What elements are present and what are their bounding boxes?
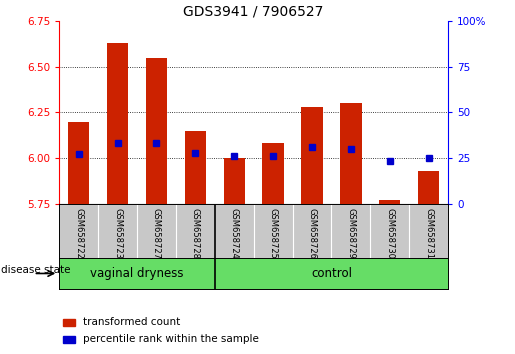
Bar	[184, 131, 206, 204]
Text: GSM658730: GSM658730	[385, 208, 394, 259]
Bar	[63, 319, 75, 326]
Text: transformed count: transformed count	[82, 317, 180, 327]
Bar	[146, 58, 167, 204]
Text: vaginal dryness: vaginal dryness	[90, 267, 184, 280]
Bar	[340, 103, 362, 204]
Bar	[63, 336, 75, 343]
Text: GSM658731: GSM658731	[424, 208, 433, 259]
Text: GSM658729: GSM658729	[347, 208, 355, 259]
Bar	[68, 121, 90, 204]
Bar	[301, 107, 323, 204]
Text: GSM658728: GSM658728	[191, 208, 200, 259]
Bar	[224, 158, 245, 204]
Bar	[379, 200, 401, 204]
Bar	[418, 171, 439, 204]
Text: GSM658723: GSM658723	[113, 208, 122, 259]
Bar	[107, 43, 128, 204]
Title: GDS3941 / 7906527: GDS3941 / 7906527	[183, 5, 324, 19]
Bar	[262, 143, 284, 204]
Text: disease state: disease state	[1, 265, 71, 275]
Text: GSM658726: GSM658726	[307, 208, 316, 259]
Text: GSM658727: GSM658727	[152, 208, 161, 259]
Text: percentile rank within the sample: percentile rank within the sample	[82, 334, 259, 344]
Text: GSM658722: GSM658722	[74, 208, 83, 259]
Text: control: control	[311, 267, 352, 280]
Text: GSM658724: GSM658724	[230, 208, 238, 259]
Text: GSM658725: GSM658725	[269, 208, 278, 259]
